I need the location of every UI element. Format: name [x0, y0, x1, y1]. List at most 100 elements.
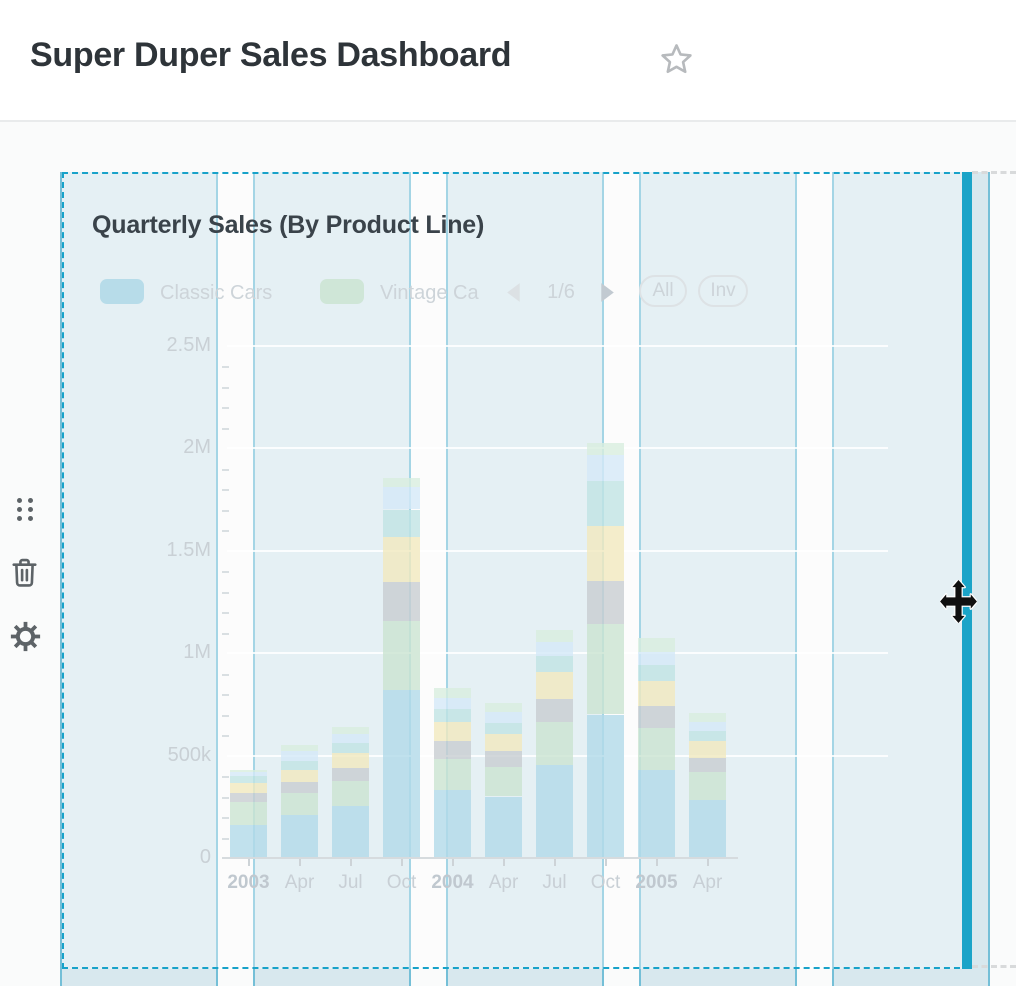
ghost-outline-bottom	[972, 965, 1016, 968]
bar-segment[interactable]	[383, 509, 420, 538]
bar-segment[interactable]	[485, 766, 522, 797]
bar-segment[interactable]	[536, 641, 573, 657]
bar-segment[interactable]	[230, 776, 267, 784]
bar-segment[interactable]	[434, 709, 471, 722]
dashboard-title[interactable]: Super Duper Sales Dashboard	[30, 36, 512, 74]
bar-segment[interactable]	[638, 727, 675, 770]
legend-label-classic-cars[interactable]: Classic Cars	[160, 282, 273, 304]
bar-segment[interactable]	[536, 764, 573, 858]
bar-segment[interactable]	[587, 526, 624, 582]
grid-column	[60, 172, 218, 986]
bar-segment[interactable]	[230, 825, 267, 858]
bar-segment[interactable]	[689, 730, 726, 742]
bar-segment[interactable]	[281, 751, 318, 761]
bar-segment[interactable]	[536, 721, 573, 765]
legend-swatch-classic-cars[interactable]	[100, 279, 144, 304]
x-axis-label: 2003	[227, 872, 270, 893]
legend-invert-button[interactable]: Inv	[698, 275, 748, 307]
bar-segment[interactable]	[689, 721, 726, 731]
bar-segment[interactable]	[485, 712, 522, 723]
bar-segment[interactable]	[536, 672, 573, 700]
star-outline-icon[interactable]	[660, 43, 693, 75]
bar-segment[interactable]	[485, 751, 522, 767]
bar-segment[interactable]	[434, 721, 471, 742]
bar-segment[interactable]	[434, 688, 471, 699]
x-axis-tick	[553, 859, 556, 866]
bar-segment[interactable]	[485, 733, 522, 752]
bar-segment[interactable]	[536, 630, 573, 642]
bar-segment[interactable]	[689, 713, 726, 722]
bar-segment[interactable]	[638, 680, 675, 707]
chevron-right-icon[interactable]	[595, 281, 618, 304]
y-axis-minor-tick	[222, 591, 229, 594]
chevron-left-icon[interactable]	[503, 281, 526, 304]
bar-segment[interactable]	[587, 443, 624, 455]
bar-segment[interactable]	[332, 781, 369, 806]
bar-segment[interactable]	[281, 760, 318, 770]
bar-segment[interactable]	[638, 651, 675, 666]
bar-segment[interactable]	[281, 814, 318, 858]
legend-select-all-button[interactable]: All	[639, 275, 687, 307]
legend-swatch-vintage-cars[interactable]	[320, 279, 364, 304]
bar-segment[interactable]	[230, 801, 267, 826]
bar-segment[interactable]	[587, 481, 624, 527]
bar-segment[interactable]	[383, 621, 420, 690]
gear-icon[interactable]	[10, 621, 41, 655]
bar-segment[interactable]	[383, 582, 420, 622]
legend-label-vintage-cars[interactable]: Vintage Ca	[380, 282, 479, 304]
bar-segment[interactable]	[230, 793, 267, 802]
bar-segment[interactable]	[689, 771, 726, 800]
bar-segment[interactable]	[434, 758, 471, 791]
bar-segment[interactable]	[332, 767, 369, 782]
bar-segment[interactable]	[332, 727, 369, 734]
y-axis-minor-tick	[222, 817, 229, 819]
bar-segment[interactable]	[281, 769, 318, 783]
bar-segment[interactable]	[485, 796, 522, 858]
trash-icon[interactable]	[10, 557, 39, 591]
y-axis-label: 2M	[183, 436, 211, 458]
bar-segment[interactable]	[536, 656, 573, 673]
bar-segment[interactable]	[383, 689, 420, 858]
bar-segment[interactable]	[536, 699, 573, 722]
y-axis-label: 0	[199, 846, 211, 868]
bar-segment[interactable]	[638, 638, 675, 652]
bar-segment[interactable]	[485, 703, 522, 713]
bar-segment[interactable]	[638, 706, 675, 728]
bar-segment[interactable]	[689, 757, 726, 772]
card-resize-handle-right[interactable]	[962, 172, 972, 969]
bar-segment[interactable]	[689, 799, 726, 858]
x-axis-label: Apr	[284, 872, 315, 893]
y-axis-minor-tick	[222, 735, 229, 737]
bar-segment[interactable]	[383, 486, 420, 510]
bar-segment[interactable]	[434, 790, 471, 858]
page-header	[0, 0, 1016, 122]
bar-segment[interactable]	[587, 714, 624, 858]
x-axis-tick	[247, 859, 250, 866]
y-axis-minor-tick	[222, 837, 229, 840]
bar-segment[interactable]	[383, 537, 420, 583]
x-axis-tick	[349, 859, 352, 866]
bar-segment[interactable]	[434, 741, 471, 759]
bar-segment[interactable]	[638, 665, 675, 681]
grip-dots-icon[interactable]	[17, 498, 33, 521]
bar-segment[interactable]	[332, 733, 369, 744]
bar-segment[interactable]	[638, 769, 675, 858]
x-axis-tick	[706, 859, 709, 866]
bar-segment[interactable]	[689, 741, 726, 758]
bar-segment[interactable]	[230, 769, 267, 772]
bar-segment[interactable]	[281, 782, 318, 794]
bar-segment[interactable]	[434, 698, 471, 710]
bar-segment[interactable]	[230, 771, 267, 776]
bar-segment[interactable]	[587, 624, 624, 715]
y-axis-label: 2.5M	[166, 333, 211, 356]
bar-segment[interactable]	[587, 581, 624, 625]
bar-segment[interactable]	[485, 722, 522, 734]
bar-segment[interactable]	[332, 743, 369, 754]
bar-segment[interactable]	[332, 805, 369, 858]
bar-segment[interactable]	[332, 753, 369, 768]
bar-segment[interactable]	[383, 477, 420, 487]
bar-segment[interactable]	[587, 454, 624, 482]
bar-segment[interactable]	[230, 783, 267, 794]
bar-segment[interactable]	[281, 793, 318, 815]
bar-segment[interactable]	[281, 745, 318, 752]
